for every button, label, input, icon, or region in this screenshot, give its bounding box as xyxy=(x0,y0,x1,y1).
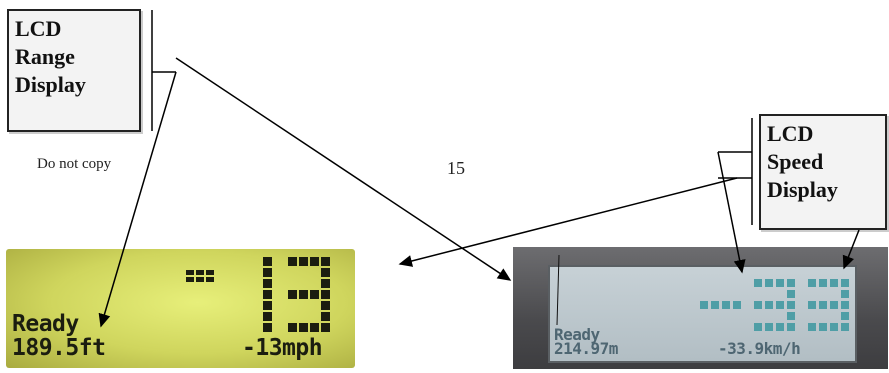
lcd-distance-text: 189.5ft xyxy=(12,335,106,361)
lcd-pixel xyxy=(321,279,330,288)
lcd-speed-photo: Ready 214.97m -33.9km/h xyxy=(513,247,888,369)
callout-line: LCD xyxy=(767,121,814,146)
lcd-pixel xyxy=(186,277,194,282)
lcd-small-dots xyxy=(186,270,214,282)
lcd-pixel xyxy=(787,323,795,331)
lcd-pixel xyxy=(722,301,730,309)
lcd-pixel xyxy=(288,323,297,332)
lcd-big-digits xyxy=(263,257,330,332)
lcd-pixel xyxy=(299,323,308,332)
lcd-pixel xyxy=(841,290,849,298)
lcd-pixel xyxy=(819,301,827,309)
lcd-pixel xyxy=(321,268,330,277)
lcd-pixel xyxy=(765,301,773,309)
lcd-pixel xyxy=(321,301,330,310)
lcd-pixel xyxy=(321,290,330,299)
lcd-pixel xyxy=(776,323,784,331)
lcd-pixel xyxy=(733,301,741,309)
lcd-pixel xyxy=(310,290,319,299)
lcd-pixel xyxy=(808,301,816,309)
lcd-pixel xyxy=(787,301,795,309)
lcd-pixel xyxy=(299,257,308,266)
lcd-pixel xyxy=(196,277,204,282)
lcd-pixel xyxy=(841,301,849,309)
callout-line: LCD xyxy=(15,16,62,41)
lcd-pixel xyxy=(776,279,784,287)
lcd-pixel xyxy=(299,290,308,299)
lcd-pixel xyxy=(765,323,773,331)
lcd-pixel xyxy=(186,270,194,275)
callout-line: Display xyxy=(767,177,838,203)
lcd-pixel xyxy=(787,312,795,320)
lcd-range-photo: Ready 189.5ft -13mph xyxy=(6,249,355,368)
lcd-pixel xyxy=(288,257,297,266)
lcd-pixel xyxy=(263,279,272,288)
lcd-pixel xyxy=(263,268,272,277)
lcd-pixel xyxy=(263,312,272,321)
lcd-pixel xyxy=(819,323,827,331)
lcd-pixel xyxy=(830,279,838,287)
lcd-pixel xyxy=(263,290,272,299)
lcd-pixel xyxy=(206,277,214,282)
lcd-pixel xyxy=(787,279,795,287)
lcd-status-text: Ready xyxy=(12,311,79,337)
lcd-speed-text: -33.9km/h xyxy=(718,339,801,358)
lcd-pixel xyxy=(754,323,762,331)
lcd-speed-screen: Ready 214.97m -33.9km/h xyxy=(548,265,857,363)
lcd-pixel xyxy=(830,323,838,331)
lcd-pixel xyxy=(263,257,272,266)
lcd-range-display-callout: LCD Range Display xyxy=(7,9,141,132)
lcd-pixel xyxy=(830,301,838,309)
lcd-pixel xyxy=(808,323,816,331)
lcd-pixel xyxy=(700,301,708,309)
lcd-pixel xyxy=(819,279,827,287)
lcd-pixel xyxy=(754,301,762,309)
lcd-pixel xyxy=(321,312,330,321)
lcd-speed-display-callout: LCD Speed Display xyxy=(759,114,887,230)
callout-line: Speed xyxy=(767,149,824,175)
lcd-pixel xyxy=(808,279,816,287)
callout-line: Display xyxy=(15,72,86,98)
lcd-pixel xyxy=(754,279,762,287)
lcd-pixel xyxy=(196,270,204,275)
lcd-pixel xyxy=(310,257,319,266)
lcd-distance-text: 214.97m xyxy=(554,339,618,358)
lcd-status-text: Ready xyxy=(554,325,600,344)
lcd-pixel xyxy=(321,257,330,266)
lcd-pixel xyxy=(841,279,849,287)
lcd-pixel xyxy=(321,323,330,332)
lcd-pixel xyxy=(263,301,272,310)
lcd-pixel xyxy=(787,290,795,298)
lcd-pixel xyxy=(765,279,773,287)
lcd-speed-text: -13mph xyxy=(242,335,323,361)
lcd-pixel xyxy=(711,301,719,309)
lcd-big-digits xyxy=(700,279,849,331)
lcd-pixel xyxy=(206,270,214,275)
lcd-pixel xyxy=(263,323,272,332)
lcd-pixel xyxy=(310,323,319,332)
callout-line: Range xyxy=(15,44,75,70)
copy-notice: Do not copy xyxy=(37,156,112,172)
lcd-pixel xyxy=(841,323,849,331)
page-number: 15 xyxy=(447,158,465,178)
lcd-pixel xyxy=(841,312,849,320)
lcd-speed-segments xyxy=(700,279,849,331)
lcd-pixel xyxy=(288,290,297,299)
lcd-pixel xyxy=(776,301,784,309)
